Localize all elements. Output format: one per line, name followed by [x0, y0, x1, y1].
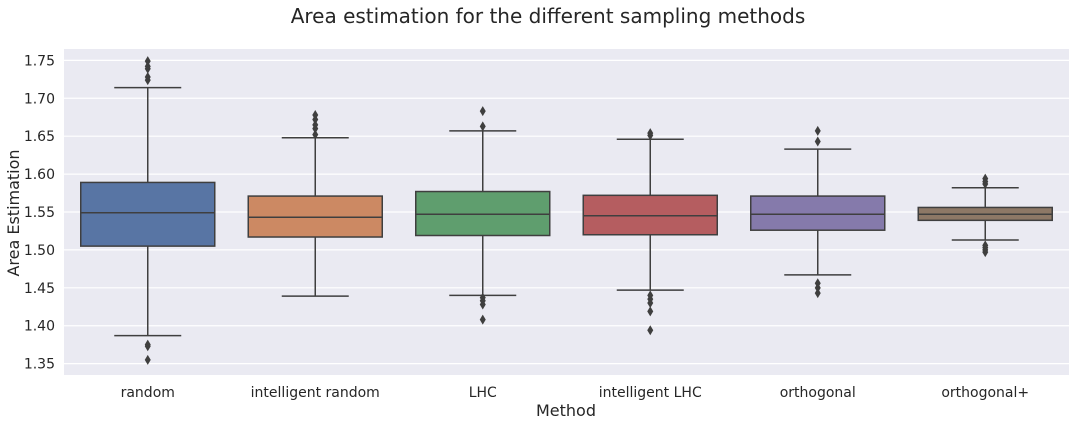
outlier-point	[144, 72, 151, 83]
outlier-point	[814, 288, 821, 299]
y-axis-label: Area Estimation	[4, 149, 23, 276]
outlier-point	[814, 278, 821, 289]
x-tick-label: LHC	[469, 385, 497, 401]
outlier-point	[647, 325, 654, 336]
outlier-point	[982, 173, 989, 184]
y-tick-labels: 1.35 1.40 1.45 1.50 1.55 1.60 1.65 1.70 1.75	[24, 53, 55, 372]
x-tick-label: intelligent LHC	[599, 385, 702, 401]
y-tick-label: 1.50	[24, 243, 55, 259]
x-tick-labels: random intelligent random LHC intelligent L…	[121, 385, 1030, 401]
y-tick-label: 1.70	[24, 91, 55, 107]
outlier-point	[814, 125, 821, 136]
box	[415, 190, 551, 237]
y-tick-label: 1.45	[24, 281, 55, 297]
y-tick-label: 1.55	[24, 205, 55, 221]
outlier-point	[479, 314, 486, 325]
box	[750, 195, 886, 231]
y-tick-label: 1.65	[24, 129, 55, 145]
grid-lines	[64, 59, 1069, 365]
x-tick-label: intelligent random	[251, 385, 380, 401]
outlier-point	[982, 240, 989, 251]
outlier-point	[479, 106, 486, 117]
outlier-point	[479, 292, 486, 303]
outlier-point	[312, 119, 319, 130]
x-tick-label: orthogonal+	[941, 385, 1029, 401]
x-tick-label: random	[121, 385, 175, 401]
x-tick-label: orthogonal	[780, 385, 856, 401]
box	[80, 181, 216, 247]
outlier-point	[479, 121, 486, 132]
y-tick-label: 1.40	[24, 319, 55, 335]
outlier-point	[647, 128, 654, 139]
outlier-point	[647, 290, 654, 301]
outlier-point	[312, 109, 319, 120]
y-tick-label: 1.60	[24, 167, 55, 183]
outlier-point	[312, 129, 319, 140]
x-axis-label: Method	[536, 401, 596, 420]
box	[582, 194, 718, 236]
outlier-point	[814, 136, 821, 147]
chart-title: Area estimation for the different sampli…	[291, 4, 806, 28]
outlier-point	[144, 339, 151, 350]
outlier-point	[647, 306, 654, 317]
y-tick-label: 1.75	[24, 53, 55, 69]
outlier-point	[144, 56, 151, 67]
y-tick-label: 1.35	[24, 357, 55, 373]
outlier-point	[144, 354, 151, 365]
box	[247, 195, 383, 238]
outlier-point	[144, 61, 151, 72]
boxes	[80, 56, 1053, 365]
